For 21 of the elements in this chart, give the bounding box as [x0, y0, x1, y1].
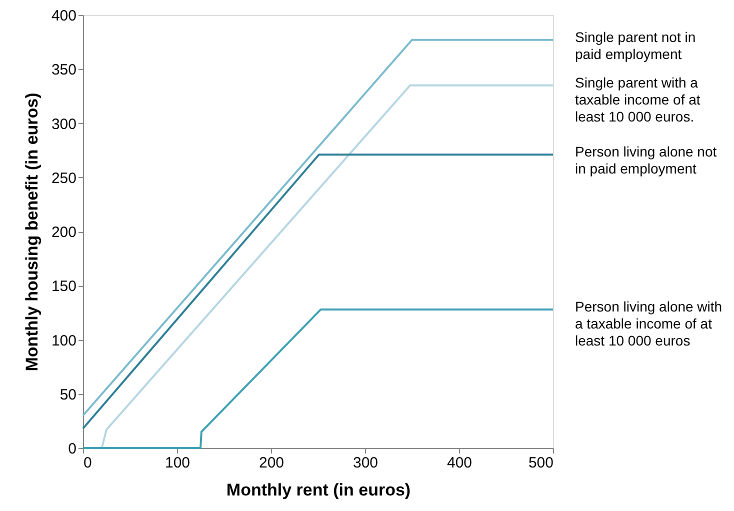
- y-tick-label: 150: [51, 278, 76, 296]
- y-tick-label: 350: [51, 62, 76, 79]
- x-tick-label: 0: [84, 454, 92, 472]
- y-axis-title: Monthly housing benefit (in euros): [22, 92, 42, 372]
- x-tick-label: 400: [446, 454, 472, 472]
- y-tick-label: 300: [51, 116, 76, 133]
- y-tick-label: 200: [51, 224, 76, 241]
- x-tick-label: 300: [352, 454, 378, 472]
- x-tick-label: 500: [528, 454, 554, 472]
- series-label: Person living alone with a taxable income of at least 10 000 euros: [575, 298, 722, 348]
- y-tick-label: 0: [68, 440, 76, 458]
- y-tick-label: 250: [51, 170, 76, 187]
- y-tick-label: 50: [60, 386, 76, 404]
- x-axis-title: Monthly rent (in euros): [226, 480, 411, 500]
- y-tick-label: 100: [51, 332, 76, 350]
- series-label: Person living alone not in paid employment: [575, 144, 717, 177]
- series-label: Single parent with a taxable income of at least 10 000 euros.: [575, 74, 700, 124]
- series-label: Single parent not in paid employment: [575, 28, 696, 62]
- x-tick-label: 100: [164, 454, 190, 472]
- y-tick-label: 400: [51, 8, 76, 24]
- x-tick-label: 200: [258, 454, 284, 472]
